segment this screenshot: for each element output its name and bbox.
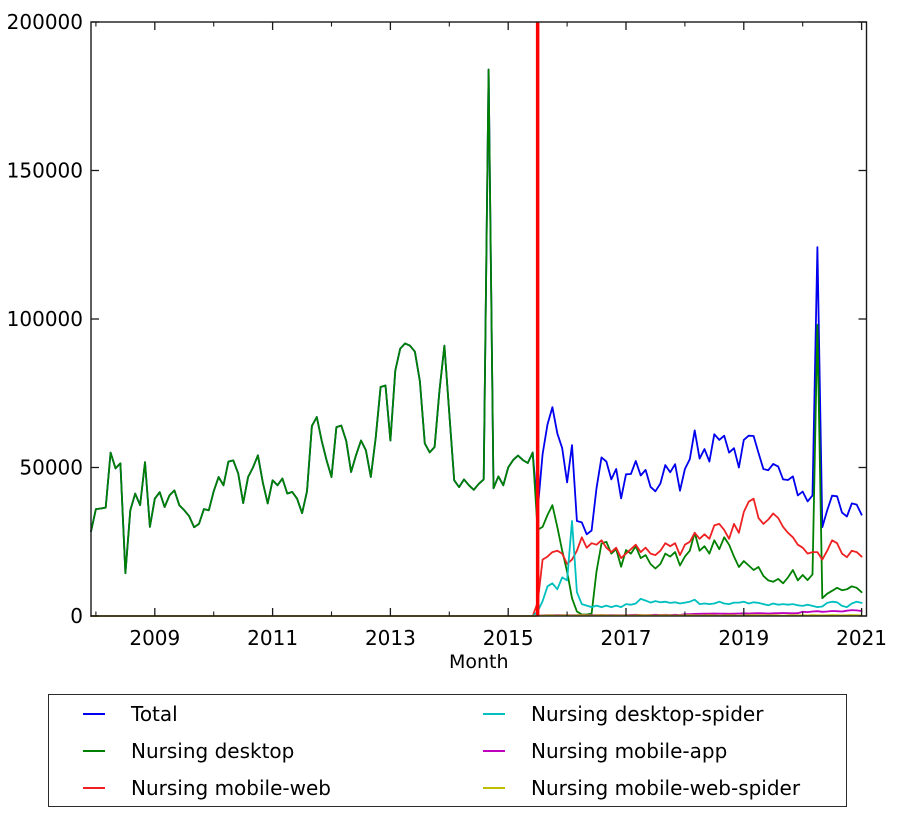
total-line-swatch — [83, 712, 105, 715]
legend-label-nursing-mobile-app: Nursing mobile-app — [531, 738, 728, 763]
x-tick-label: 2009 — [129, 626, 180, 650]
legend-item-total: Total — [49, 695, 449, 732]
x-tick-label: 2013 — [365, 626, 416, 650]
mobile-app-line-swatch — [483, 749, 505, 752]
x-tick-label: 2015 — [483, 626, 534, 650]
legend-item-nursing-desktop: Nursing desktop — [49, 732, 449, 769]
mobile-web-line-swatch — [83, 786, 105, 789]
series-line-nursing-desktop-spider — [90, 520, 863, 617]
legend-label-nursing-mobile-web: Nursing mobile-web — [131, 775, 331, 800]
axes-frame — [90, 21, 868, 617]
legend-label-nursing-mobile-web-spider: Nursing mobile-web-spider — [531, 775, 801, 800]
y-tick-label: 200000 — [7, 10, 83, 34]
y-tick-label: 50000 — [19, 456, 83, 480]
x-tick-label: 2017 — [601, 626, 652, 650]
series-line-nursing-desktop — [90, 68, 863, 616]
series-line-total — [90, 68, 863, 575]
legend-item-nursing-desktop-spider: Nursing desktop-spider — [449, 695, 846, 732]
legend-label-nursing-desktop: Nursing desktop — [131, 738, 295, 763]
desktop-line-swatch — [83, 749, 105, 752]
legend-box: Total Nursing desktop Nursing mobile-web… — [48, 694, 847, 807]
legend-item-nursing-mobile-app: Nursing mobile-app — [449, 732, 846, 769]
desktop-spider-line-swatch — [483, 712, 505, 715]
mobile-web-spider-line-swatch — [483, 786, 505, 789]
legend-item-nursing-mobile-web: Nursing mobile-web — [49, 769, 449, 806]
x-axis-label: Month — [449, 651, 509, 673]
x-tick-label: 2021 — [836, 626, 887, 650]
x-tick-label: 2019 — [718, 626, 769, 650]
legend-label-nursing-desktop-spider: Nursing desktop-spider — [531, 701, 764, 726]
x-tick-label: 2011 — [247, 626, 298, 650]
y-tick-label: 0 — [70, 604, 83, 628]
series-line-nursing-mobile-web — [90, 497, 863, 617]
legend-item-nursing-mobile-web-spider: Nursing mobile-web-spider — [449, 769, 846, 806]
legend-label-total: Total — [131, 701, 178, 726]
y-tick-label: 100000 — [7, 307, 83, 331]
y-tick-label: 150000 — [7, 159, 83, 183]
